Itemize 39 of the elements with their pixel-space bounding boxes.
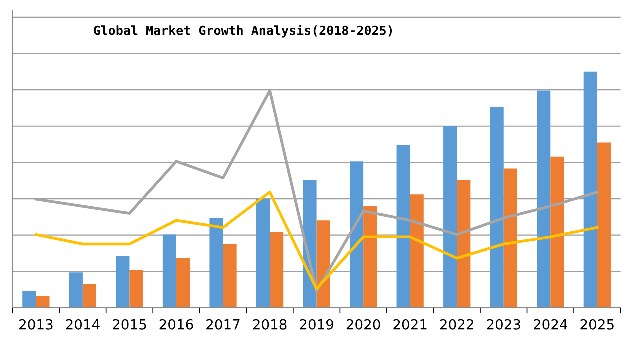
x-tick-label: 2019: [300, 319, 334, 330]
bar: [410, 194, 424, 308]
x-tick-label: 2025: [580, 319, 614, 330]
x-tick-label: 2017: [206, 319, 240, 330]
bar: [364, 206, 378, 308]
bar: [490, 107, 504, 308]
x-tick-label: 2021: [394, 319, 427, 330]
bar: [162, 234, 176, 308]
x-tick-label: 2015: [113, 319, 146, 330]
x-tick-label: 2018: [253, 319, 287, 330]
x-tick-label: 2016: [160, 319, 194, 330]
bar: [69, 272, 83, 308]
x-tick-label: 2024: [534, 319, 568, 330]
chart-title: Global Market Growth Analysis(2018-2025): [94, 24, 392, 38]
bar: [22, 291, 36, 308]
bar: [256, 199, 270, 308]
bar: [130, 270, 144, 308]
bar: [444, 126, 458, 308]
bar: [82, 284, 97, 308]
bar: [176, 258, 190, 308]
bar: [350, 162, 364, 308]
bar: [537, 90, 551, 308]
bar: [396, 145, 410, 308]
x-tick-label: 2022: [440, 319, 474, 330]
bar: [504, 168, 518, 308]
bar: [550, 156, 564, 308]
bar: [270, 232, 284, 308]
x-tick-label: 2013: [20, 319, 53, 330]
x-tick-label: 2020: [346, 319, 380, 330]
bar: [36, 296, 50, 308]
bar: [210, 218, 224, 308]
bar: [223, 244, 237, 308]
bar: [116, 256, 130, 308]
bar: [584, 72, 598, 308]
bar: [597, 142, 611, 308]
x-tick-label: 2023: [487, 319, 520, 330]
x-tick-label: 2014: [66, 319, 100, 330]
bar: [316, 220, 330, 308]
bar: [457, 180, 471, 308]
